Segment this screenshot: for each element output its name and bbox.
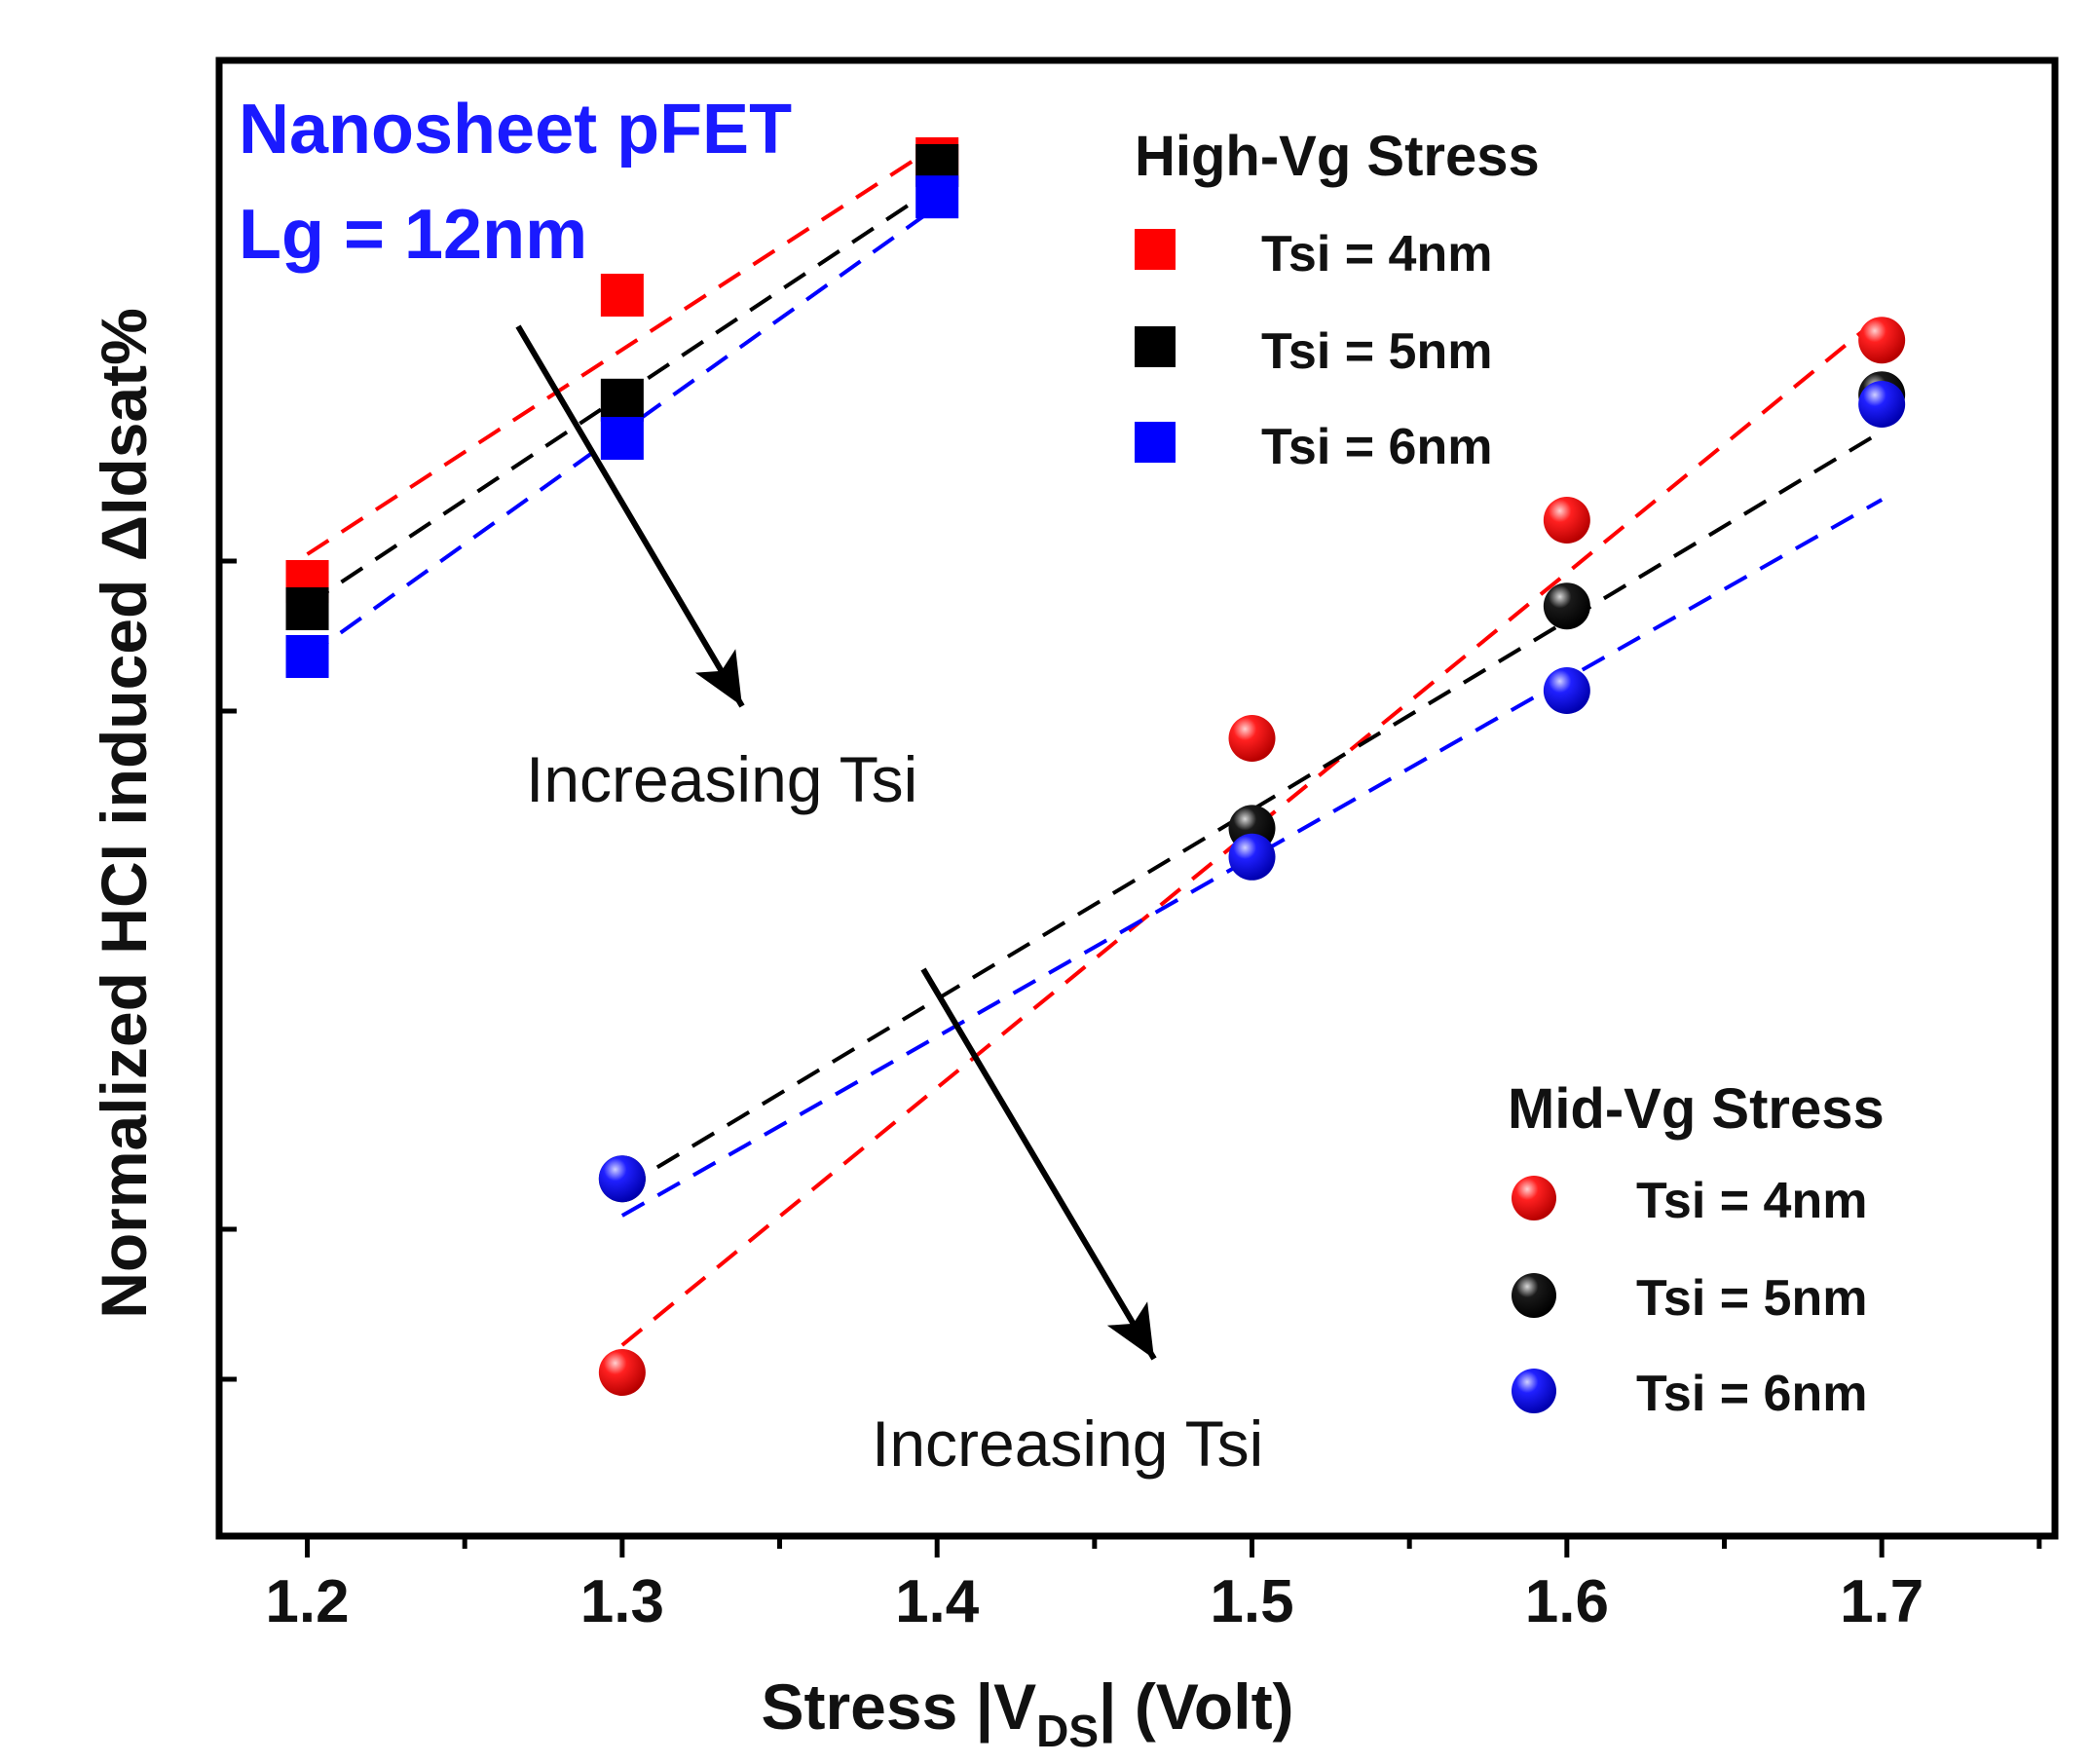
x-tick-label-1-3: 1.3 [580, 1568, 664, 1635]
arrow-label-mid: Increasing Tsi [872, 1407, 1263, 1480]
device-annotation-line2: Lg = 12nm [239, 196, 587, 274]
legend-marker-mid-4nm [1512, 1176, 1556, 1220]
increasing-tsi-arrow-high [515, 324, 745, 708]
legend-marker-high-6nm [1135, 422, 1176, 463]
data-markers [285, 137, 1906, 1396]
point-mid-vg-6nm [1228, 833, 1276, 881]
x-tick-label-1-2: 1.2 [265, 1568, 349, 1635]
legend-marker-mid-6nm [1512, 1369, 1556, 1413]
legend-label-high-6nm: Tsi = 6nm [1261, 419, 1492, 475]
legend-mid-vg: Mid-Vg Stress Tsi = 4nm Tsi = 5nm Tsi = … [1508, 1077, 1885, 1422]
legend-label-mid-4nm: Tsi = 4nm [1636, 1173, 1867, 1229]
x-axis-title-subscript: DS [1036, 1706, 1099, 1756]
legend-marker-high-5nm [1135, 326, 1176, 367]
x-axis-title-tail: | (Volt) [1099, 1670, 1294, 1745]
point-mid-vg-6nm [1543, 667, 1590, 714]
legend-title-high-vg: High-Vg Stress [1135, 125, 1540, 188]
x-tick-label-1-4: 1.4 [895, 1568, 980, 1635]
legend-marker-high-4nm [1135, 229, 1176, 270]
fit-line-mid-vg-4nm [620, 314, 1884, 1347]
point-high-vg-6nm [915, 175, 959, 219]
legend-label-high-4nm: Tsi = 4nm [1261, 226, 1492, 282]
increasing-tsi-arrow-mid [920, 967, 1157, 1361]
point-mid-vg-6nm [1858, 381, 1906, 428]
point-high-vg-4nm [600, 274, 644, 317]
x-tick-label-1-7: 1.7 [1840, 1568, 1923, 1635]
x-tick-label-1-5: 1.5 [1210, 1568, 1293, 1635]
legend-marker-mid-5nm [1512, 1273, 1556, 1318]
point-mid-vg-4nm [598, 1349, 646, 1396]
point-mid-vg-4nm [1543, 497, 1590, 544]
point-mid-vg-4nm [1858, 317, 1906, 364]
point-high-vg-6nm [600, 417, 644, 460]
legend-label-high-5nm: Tsi = 5nm [1261, 323, 1492, 380]
device-annotation-line1: Nanosheet pFET [239, 91, 792, 169]
point-high-vg-5nm [285, 587, 329, 630]
x-axis-title: Stress |VDS| (Volt) [761, 1670, 1293, 1756]
plot-frame [215, 56, 2059, 1540]
point-mid-vg-4nm [1228, 715, 1276, 762]
legend-high-vg: High-Vg Stress Tsi = 4nm Tsi = 5nm Tsi =… [1135, 125, 1540, 475]
arrow-label-high: Increasing Tsi [526, 743, 917, 815]
x-tick-labels: 1.2 1.3 1.4 1.5 1.6 1.7 [265, 1568, 1923, 1635]
axis-ticks [219, 558, 2042, 1558]
legend-label-mid-6nm: Tsi = 6nm [1636, 1366, 1867, 1422]
legend-label-mid-5nm: Tsi = 5nm [1636, 1270, 1867, 1327]
x-axis-title-main: Stress |V [761, 1670, 1036, 1745]
x-tick-label-1-6: 1.6 [1525, 1568, 1609, 1635]
point-mid-vg-5nm [1543, 582, 1590, 630]
point-high-vg-6nm [285, 635, 329, 678]
fit-line-high-vg-4nm [306, 143, 939, 556]
point-high-vg-5nm [600, 378, 644, 422]
point-mid-vg-6nm [598, 1155, 646, 1203]
y-axis-title: Normalized HCI induced ΔIdsat% [88, 308, 160, 1319]
fit-line-mid-vg-6nm [620, 498, 1884, 1218]
legend-title-mid-vg: Mid-Vg Stress [1508, 1077, 1885, 1141]
